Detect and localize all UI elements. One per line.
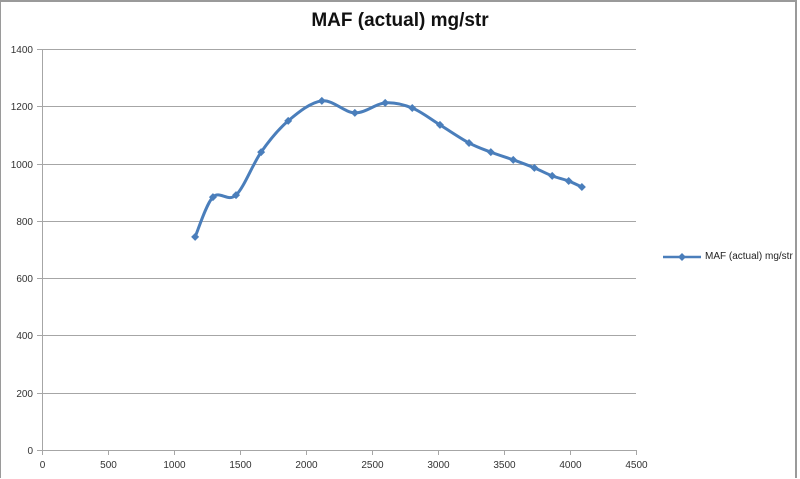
data-point-marker	[509, 155, 518, 164]
y-tick-label: 1000	[11, 160, 34, 171]
data-point-marker	[191, 232, 200, 241]
data-point-marker	[530, 163, 539, 172]
x-tick-label: 2500	[361, 460, 384, 471]
data-point-marker	[208, 193, 217, 202]
legend-label: MAF (actual) mg/str	[705, 251, 793, 262]
y-tick-label: 600	[16, 274, 33, 285]
legend-line-marker-icon	[663, 252, 701, 261]
series-line	[193, 99, 584, 239]
x-tick-label: 0	[40, 460, 46, 471]
x-tick-label: 3000	[427, 460, 450, 471]
legend: MAF (actual) mg/str	[663, 251, 793, 262]
x-tick-label: 1000	[163, 460, 186, 471]
data-point-marker	[317, 96, 326, 105]
x-tick-label: 1500	[229, 460, 252, 471]
data-point-marker	[548, 171, 557, 180]
y-tick-label: 400	[16, 331, 33, 342]
data-point-marker	[564, 177, 573, 186]
data-point-marker	[232, 191, 241, 200]
x-tick-label: 4500	[625, 460, 648, 471]
data-point-marker	[284, 116, 293, 125]
y-tick-label: 1200	[11, 102, 34, 113]
data-point-marker	[408, 104, 417, 113]
x-tick-label: 3500	[493, 460, 516, 471]
y-tick-label: 1400	[11, 45, 34, 56]
y-tick-label: 200	[16, 389, 33, 400]
x-tick-label: 500	[100, 460, 117, 471]
x-tick-label: 4000	[559, 460, 582, 471]
x-tick-label: 2000	[295, 460, 318, 471]
data-point-marker	[465, 138, 474, 147]
data-point-marker	[486, 148, 495, 157]
chart-title: MAF (actual) mg/str	[311, 10, 489, 31]
data-point-marker	[381, 98, 390, 107]
data-point-marker	[257, 148, 266, 157]
y-tick-label: 0	[27, 446, 33, 457]
y-tick-label: 800	[16, 217, 33, 228]
data-point-marker	[435, 120, 444, 129]
data-point-marker	[577, 183, 586, 192]
data-point-marker	[350, 108, 359, 117]
